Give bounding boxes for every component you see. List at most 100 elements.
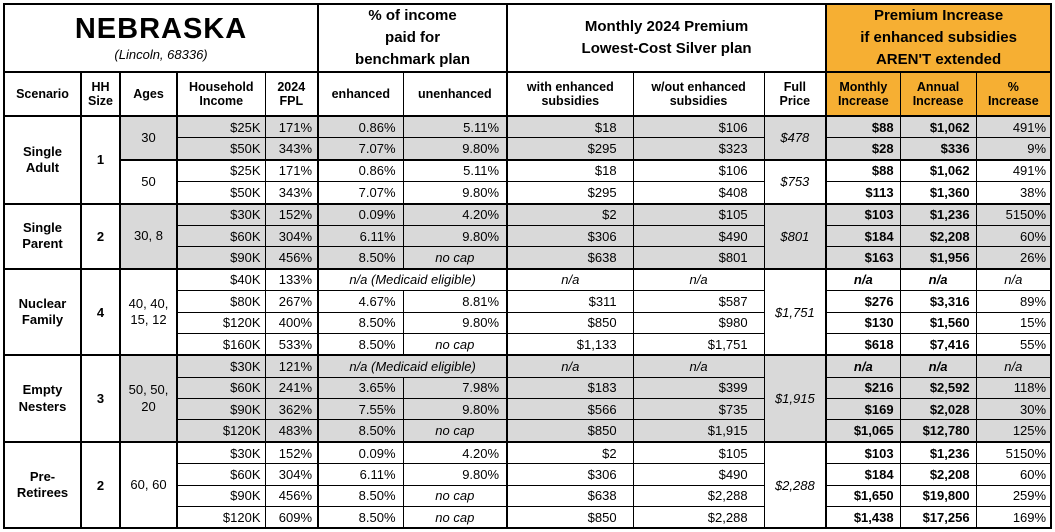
full-price-cell: $1,751 — [763, 267, 828, 356]
fpl-cell: 456% — [264, 246, 320, 270]
fpl-cell: 241% — [264, 376, 320, 400]
enhanced-pct-cell: 8.50% — [317, 506, 404, 529]
with-subsidies-premium-cell: $850 — [506, 311, 634, 334]
pct-increase-cell: 60% — [975, 224, 1052, 248]
with-subsidies-premium-cell: $295 — [506, 181, 634, 205]
table-row: $90K 362% 7.55% 9.80% $566 $735 $169 $2,… — [4, 398, 1052, 421]
table-row: $60K 304% 6.11% 9.80% $306 $490 $184 $2,… — [4, 224, 1052, 248]
premium-table: NEBRASKA (Lincoln, 68336) % of income pa… — [3, 3, 1053, 530]
annual-increase-cell: $2,028 — [899, 398, 977, 421]
annual-increase-cell: $1,956 — [899, 246, 977, 270]
without-subsidies-premium-cell: $980 — [632, 311, 765, 334]
monthly-increase-cell: $130 — [825, 311, 901, 334]
pct-increase-cell: 30% — [975, 398, 1052, 421]
with-subsidies-premium-cell: $306 — [506, 224, 634, 248]
table-row: $60K 241% 3.65% 7.98% $183 $399 $216 $2,… — [4, 376, 1052, 400]
table-row: Nuclear Family 4 40, 40, 15, 12 $40K 133… — [3, 267, 1052, 356]
scenario-cell: Pre- Retirees — [3, 440, 82, 529]
with-subsidies-premium-cell: $18 — [506, 158, 634, 183]
monthly-increase-cell: $88 — [825, 158, 901, 183]
without-subsidies-premium-cell: $1,751 — [632, 332, 765, 356]
ages-cell: 40, 40, 15, 12 — [119, 267, 178, 356]
without-subsidies-premium-cell: n/a — [632, 267, 765, 292]
pct-increase-cell: 60% — [975, 463, 1052, 486]
without-subsidies-premium-cell: $106 — [632, 115, 765, 139]
income-cell: $60K — [176, 376, 266, 400]
fpl-cell: 121% — [264, 354, 320, 378]
col-header-enhanced: enhanced — [317, 71, 404, 117]
income-cell: $120K — [176, 311, 266, 334]
col-header-household-income: Household Income — [176, 71, 266, 117]
fpl-cell: 400% — [264, 311, 320, 334]
pct-increase-cell: 38% — [975, 181, 1052, 205]
fpl-cell: 171% — [264, 158, 320, 183]
unenhanced-pct-cell: 5.11% — [402, 158, 509, 183]
income-cell: $90K — [176, 398, 266, 421]
scenario-cell: Single Adult — [3, 115, 82, 205]
with-subsidies-premium-cell: n/a — [506, 267, 634, 292]
section-header-premium: Monthly 2024 Premium Lowest-Cost Silver … — [506, 3, 828, 73]
monthly-increase-cell: $184 — [825, 224, 901, 248]
unenhanced-pct-cell: 9.80% — [402, 181, 509, 205]
pct-increase-cell: n/a — [975, 267, 1052, 292]
fpl-cell: 483% — [264, 419, 320, 443]
annual-increase-cell: $12,780 — [899, 419, 977, 443]
unenhanced-pct-cell: 4.20% — [402, 202, 509, 226]
fpl-cell: 133% — [264, 267, 320, 292]
header-group-row: NEBRASKA (Lincoln, 68336) % of income pa… — [3, 3, 1052, 73]
income-cell: $120K — [176, 419, 266, 443]
pct-increase-cell: 169% — [975, 506, 1052, 529]
hh-size-cell: 3 — [80, 354, 121, 443]
monthly-increase-cell: n/a — [825, 267, 901, 292]
full-price-cell: $1,915 — [763, 354, 828, 443]
without-subsidies-premium-cell: $490 — [632, 224, 765, 248]
income-cell: $30K — [176, 354, 266, 378]
annual-increase-cell: $1,062 — [899, 158, 977, 183]
unenhanced-pct-cell: 9.80% — [402, 463, 509, 486]
monthly-increase-cell: $103 — [825, 202, 901, 226]
col-header-unenhanced: unenhanced — [402, 71, 509, 117]
annual-increase-cell: $7,416 — [899, 332, 977, 356]
without-subsidies-premium-cell: $408 — [632, 181, 765, 205]
with-subsidies-premium-cell: $1,133 — [506, 332, 634, 356]
table-row: $60K 304% 6.11% 9.80% $306 $490 $184 $2,… — [4, 463, 1052, 486]
table-row: Pre- Retirees 2 60, 60 $30K 152% 0.09% 4… — [3, 440, 1052, 529]
with-subsidies-premium-cell: $638 — [506, 246, 634, 270]
monthly-increase-cell: $28 — [825, 137, 901, 161]
unenhanced-pct-cell: 9.80% — [402, 137, 509, 161]
state-header: NEBRASKA (Lincoln, 68336) — [3, 3, 320, 73]
scenario-cell: Single Parent — [3, 202, 82, 270]
pct-increase-cell: 125% — [975, 419, 1052, 443]
unenhanced-pct-cell: 4.20% — [402, 440, 509, 465]
without-subsidies-premium-cell: $801 — [632, 246, 765, 270]
annual-increase-cell: $1,560 — [899, 311, 977, 334]
without-subsidies-premium-cell: $105 — [632, 440, 765, 465]
table-row: Empty Nesters 3 50, 50, 20 $30K 121% n/a… — [3, 354, 1052, 443]
income-cell: $90K — [176, 246, 266, 270]
with-subsidies-premium-cell: n/a — [506, 354, 634, 378]
scenario-cell: Empty Nesters — [3, 354, 82, 443]
income-cell: $60K — [176, 463, 266, 486]
table-row: $90K 456% 8.50% no cap $638 $2,288 $1,65… — [4, 484, 1052, 508]
monthly-increase-cell: $216 — [825, 376, 901, 400]
monthly-increase-cell: $103 — [825, 440, 901, 465]
unenhanced-pct-cell: 8.81% — [402, 290, 509, 313]
unenhanced-pct-cell: no cap — [402, 506, 509, 529]
income-cell: $40K — [176, 267, 266, 292]
fpl-cell: 304% — [264, 224, 320, 248]
enhanced-pct-cell: 0.09% — [317, 440, 404, 465]
income-cell: $60K — [176, 224, 266, 248]
table-row: $80K 267% 4.67% 8.81% $311 $587 $276 $3,… — [4, 290, 1052, 313]
col-header-scenario: Scenario — [3, 71, 82, 117]
table-row: $120K 483% 8.50% no cap $850 $1,915 $1,0… — [4, 419, 1052, 443]
with-subsidies-premium-cell: $566 — [506, 398, 634, 421]
hh-size-cell: 4 — [80, 267, 121, 356]
section-header-increase: Premium Increase if enhanced subsidies A… — [825, 3, 1052, 73]
pct-increase-cell: 5150% — [975, 440, 1052, 465]
ages-cell: 50, 50, 20 — [119, 354, 178, 443]
col-header-2024-fpl: 2024 FPL — [264, 71, 320, 117]
fpl-cell: 362% — [264, 398, 320, 421]
col-header-ages: Ages — [119, 71, 178, 117]
ages-cell: 50 — [119, 158, 178, 205]
enhanced-pct-cell: 8.50% — [317, 246, 404, 270]
